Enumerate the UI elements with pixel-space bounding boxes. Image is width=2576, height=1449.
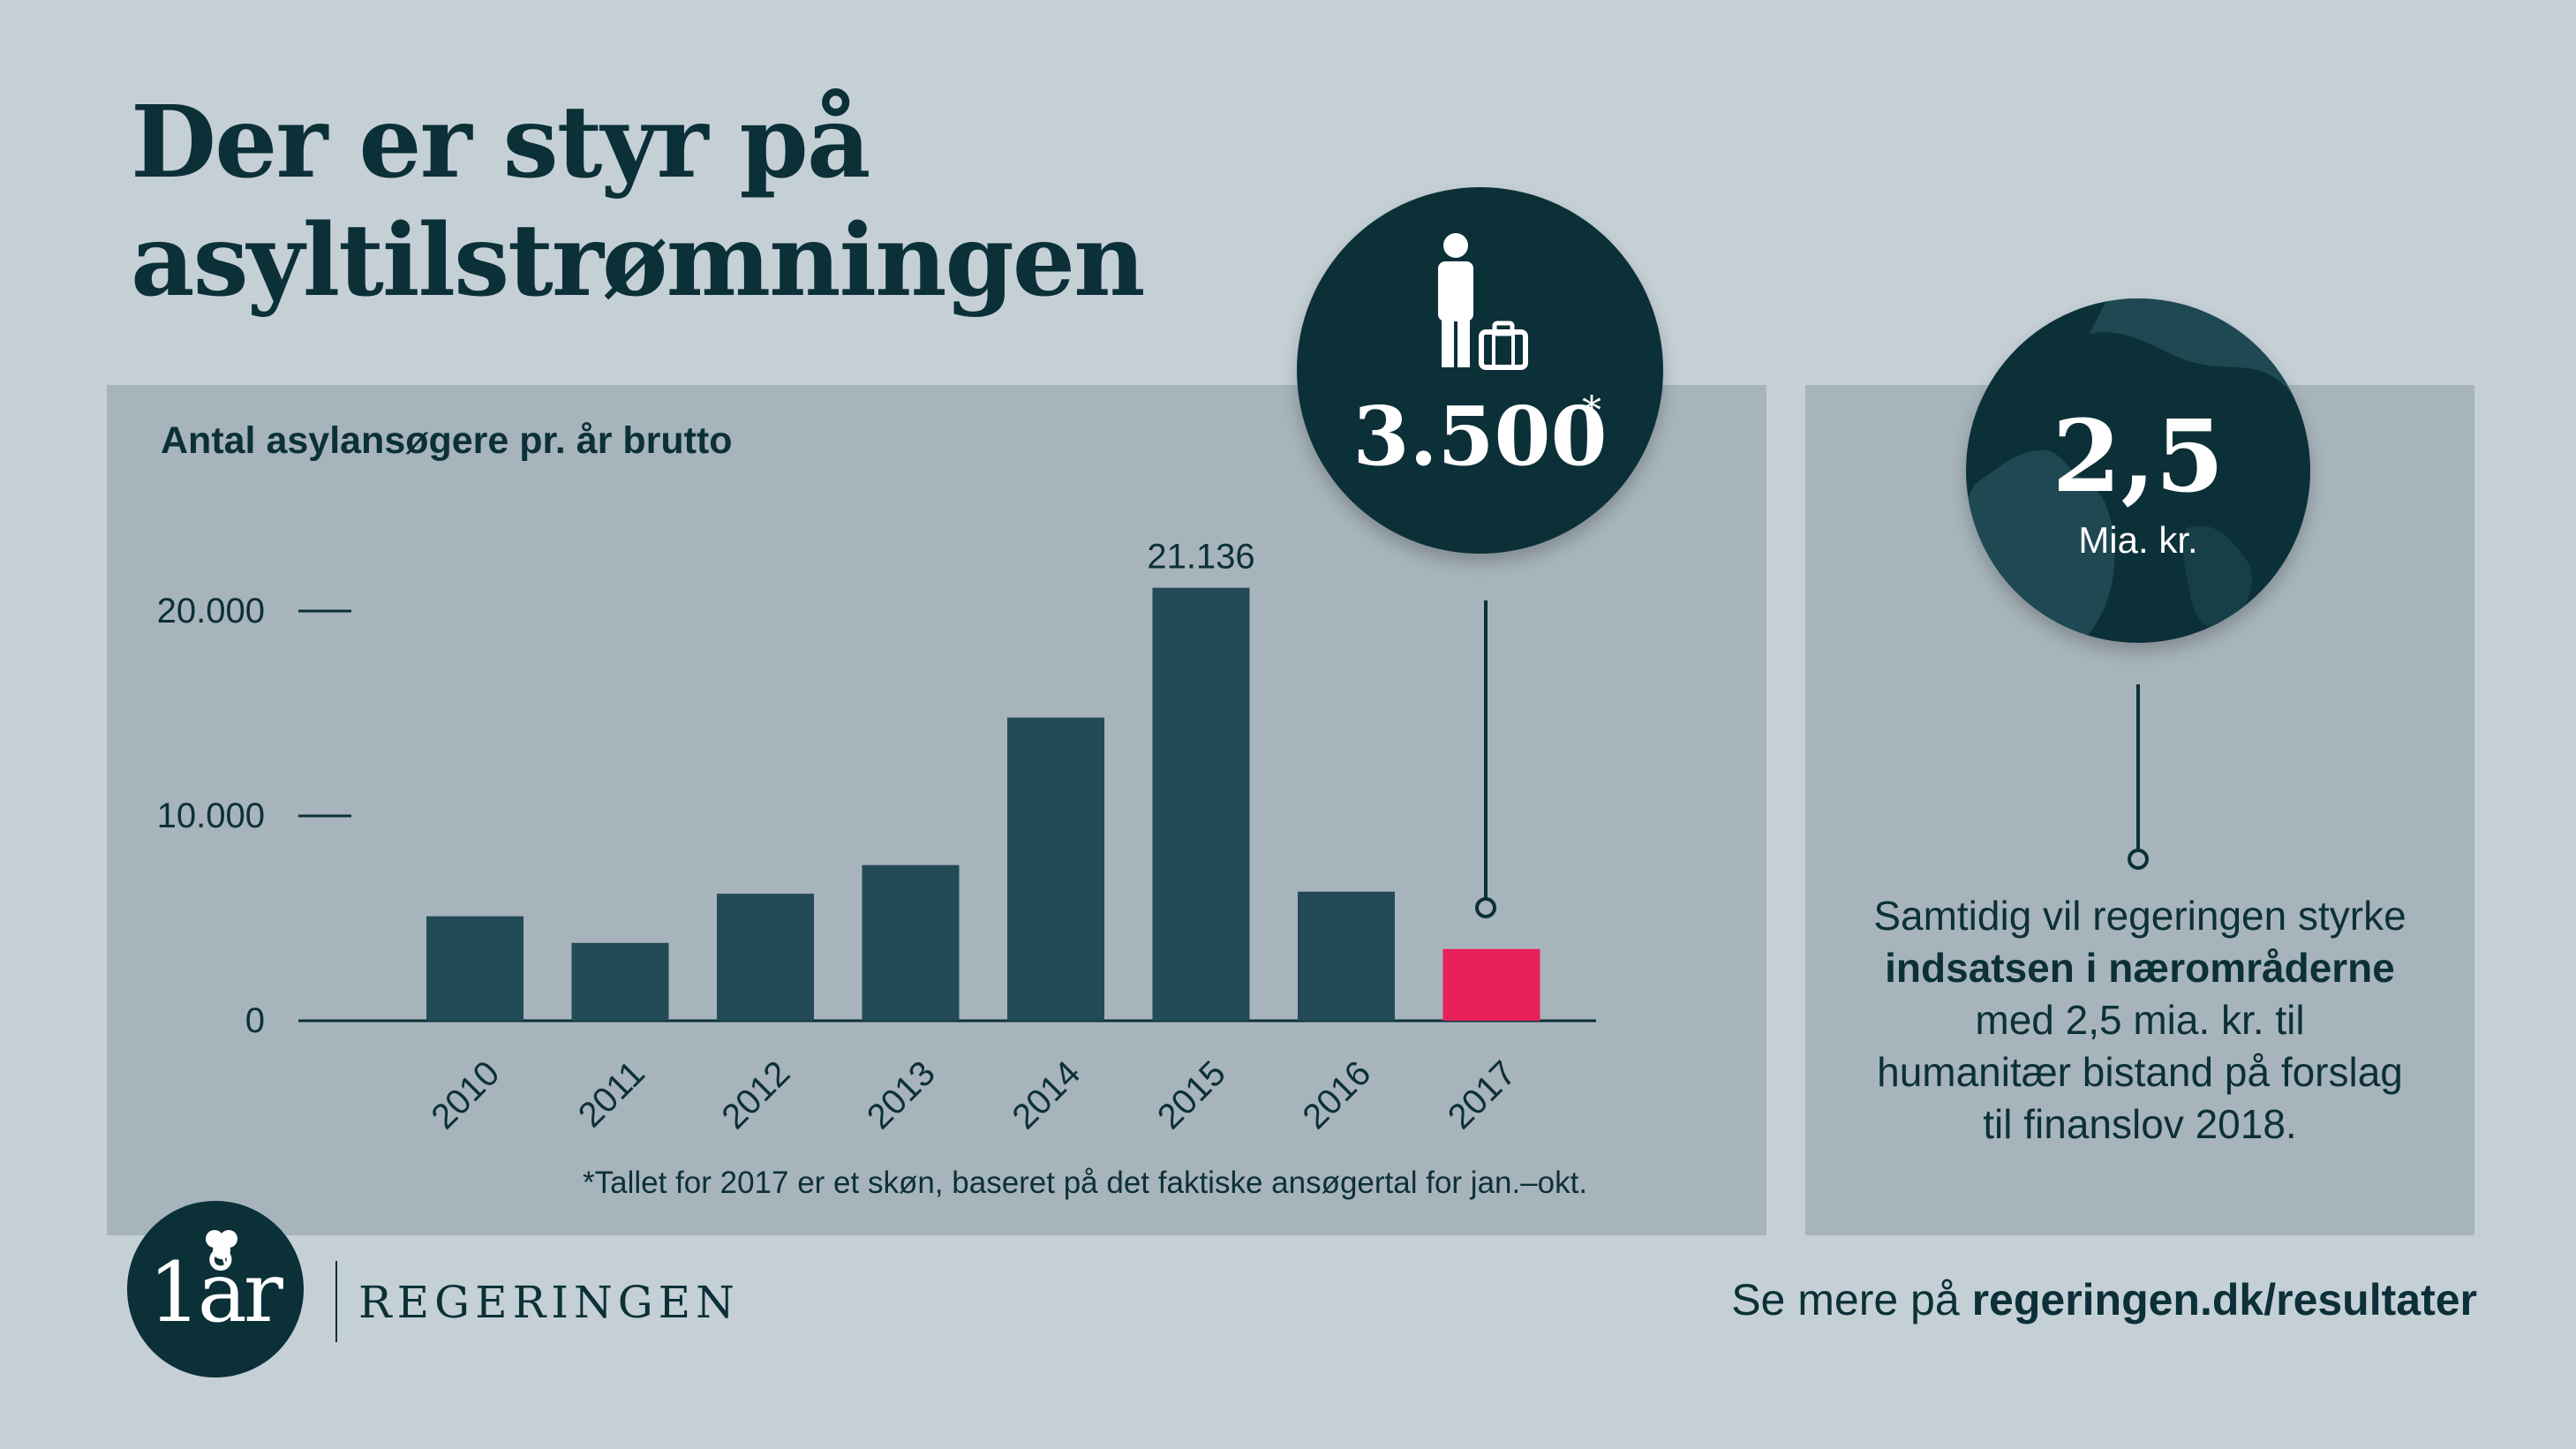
logo-badge-text: 1år (148, 1245, 283, 1341)
aid-description-line-1: Samtidig vil regeringen styrke (1873, 893, 2407, 939)
bar-2013 (862, 864, 960, 1021)
bar-2015 (1152, 587, 1250, 1021)
asylum-callout-circle (1297, 187, 1663, 554)
aid-description: Samtidig vil regeringen styrke indsatsen… (1819, 890, 2461, 1151)
clover-icon (206, 1230, 237, 1267)
bar-2014 (1007, 717, 1104, 1021)
bar-2012 (717, 894, 814, 1021)
title-line-2: asyltilstrømningen (131, 203, 1145, 319)
chart-footnote: *Tallet for 2017 er et skøn, baseret på … (583, 1166, 1588, 1200)
page-title: Der er styr på asyltilstrømningen (131, 84, 1145, 321)
data-label-2015: 21.136 (1147, 538, 1254, 577)
footer-prefix: Se mere på (1731, 1275, 1972, 1324)
aid-description-line-4: humanitær bistand på forslag (1877, 1049, 2403, 1095)
y-tick-label: 10.000 (157, 796, 265, 835)
bar-2016 (1298, 891, 1395, 1021)
traveler-with-suitcase-icon (1438, 233, 1528, 370)
bar-2011 (571, 942, 669, 1021)
aid-callout-value: 2,5 (2052, 399, 2225, 515)
aid-callout-unit: Mia. kr. (2078, 519, 2198, 561)
chart-title: Antal asylansøgere pr. år brutto (161, 419, 733, 462)
logo-org-name: REGERINGEN (358, 1277, 740, 1328)
asylum-callout-value: 3.500 (1352, 389, 1608, 484)
bar-2017 (1442, 948, 1540, 1021)
aid-description-line-5: til finanslov 2018. (1983, 1101, 2297, 1147)
aid-description-line-2: indsatsen i nærområderne (1885, 945, 2395, 991)
footer-url-link[interactable]: regeringen.dk/resultater (1971, 1275, 2477, 1324)
logo-divider (335, 1261, 337, 1342)
y-tick-label: 0 (245, 1001, 265, 1040)
asylum-callout-asterisk: * (1582, 389, 1601, 434)
footer-more-info: Se mere på regeringen.dk/resultater (1731, 1274, 2477, 1325)
title-line-1: Der er styr på (131, 85, 870, 200)
aid-connector-dot (2128, 849, 2149, 870)
y-tick-label: 20.000 (157, 592, 265, 630)
bar-2010 (426, 916, 523, 1021)
asylum-connector-dot (1475, 897, 1496, 918)
aid-description-line-3: med 2,5 mia. kr. til (1975, 997, 2305, 1043)
